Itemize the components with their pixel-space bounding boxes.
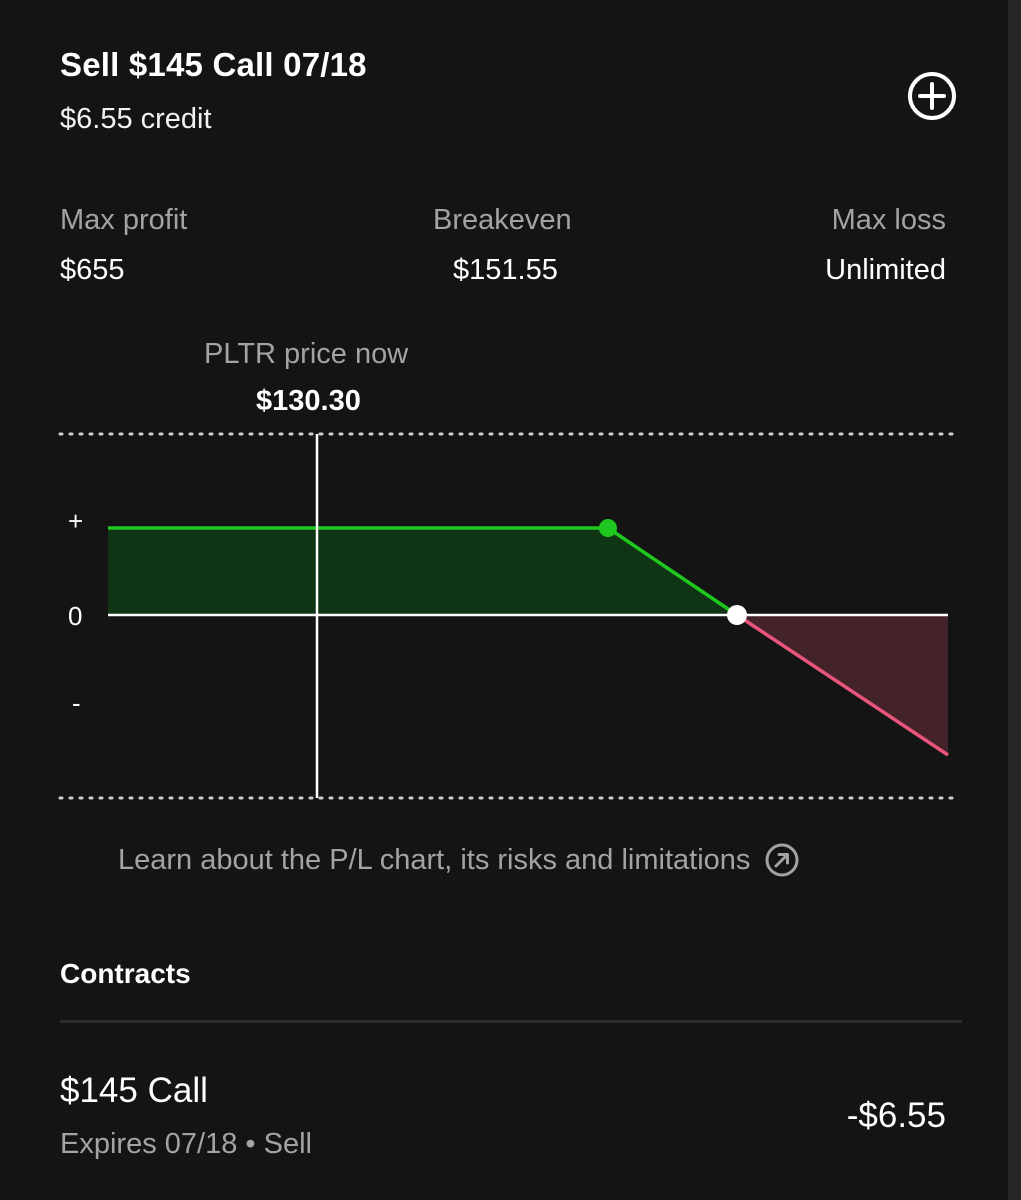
divider	[60, 1020, 962, 1023]
right-edge	[1008, 0, 1021, 1200]
plus-circle-icon[interactable]	[906, 70, 958, 122]
credit-amount: $6.55 credit	[60, 103, 212, 135]
max-profit-label: Max profit	[60, 204, 188, 236]
strike-point	[599, 519, 617, 537]
contract-name: $145 Call	[60, 1071, 208, 1110]
price-now-value: $130.30	[256, 385, 361, 417]
max-loss-value: Unlimited	[825, 254, 946, 286]
profit-area	[108, 528, 737, 615]
price-now-label: PLTR price now	[204, 338, 409, 370]
contract-details: Expires 07/18 • Sell	[60, 1128, 312, 1160]
contracts-heading: Contracts	[60, 958, 191, 989]
pl-chart: + 0 -	[58, 432, 960, 800]
loss-line	[736, 613, 949, 757]
breakeven-point	[727, 605, 747, 625]
max-loss-label: Max loss	[831, 204, 946, 236]
y-tick-minus: -	[72, 688, 81, 718]
contract-price: -$6.55	[846, 1096, 946, 1135]
y-tick-zero: 0	[68, 601, 82, 631]
y-tick-plus: +	[68, 506, 83, 536]
breakeven-label: Breakeven	[433, 204, 572, 236]
external-arrow-icon	[765, 843, 799, 877]
learn-pl-chart-link[interactable]: Learn about the P/L chart, its risks and…	[118, 842, 800, 878]
breakeven-value: $151.55	[453, 254, 558, 286]
position-title: Sell $145 Call 07/18	[60, 46, 367, 83]
learn-link-text: Learn about the P/L chart, its risks and…	[118, 843, 751, 876]
max-profit-value: $655	[60, 254, 125, 286]
